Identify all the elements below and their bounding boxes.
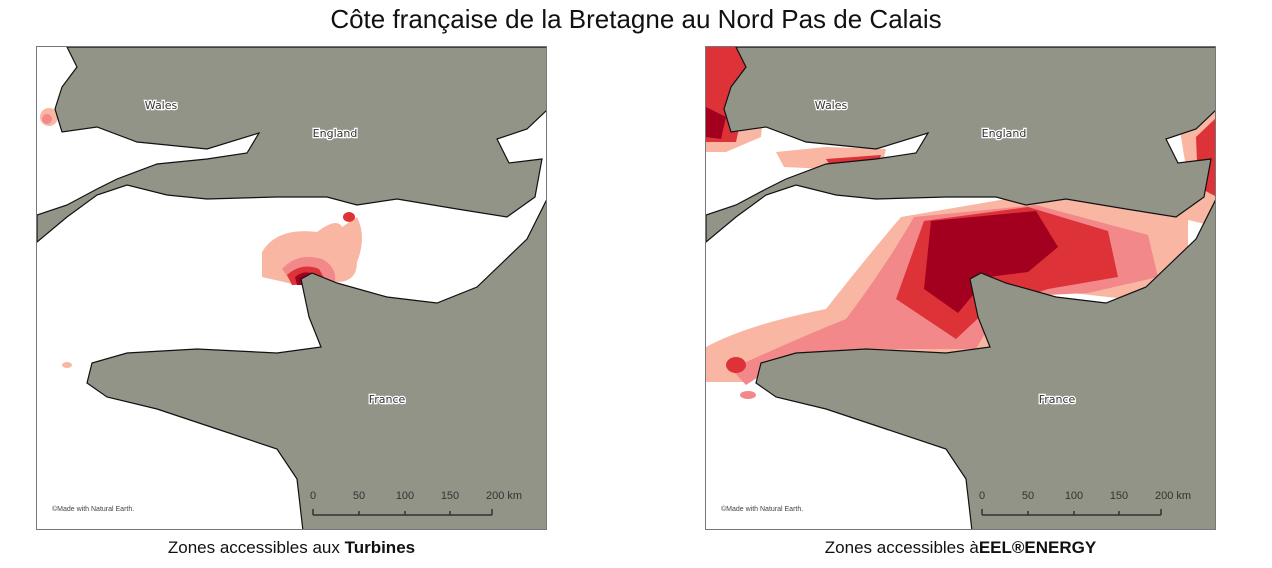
scale-tick-label: 0: [310, 490, 316, 502]
attribution: ©Made with Natural Earth.: [721, 505, 803, 513]
caption-text: Zones accessibles à: [824, 538, 979, 557]
heat-zone-dark: [924, 211, 1058, 313]
scale-bar: 0 50 100 150 200 km: [979, 490, 1191, 516]
attribution: ©Made with Natural Earth.: [52, 505, 134, 513]
caption-bold: EEL®ENERGY: [978, 538, 1097, 557]
label-england: England: [313, 127, 358, 140]
heat-zone-red: [343, 212, 355, 222]
scale-bar: 0 50 100 150 200 km: [310, 490, 522, 516]
label-france: France: [1039, 393, 1076, 406]
scale-tick-label: 150: [441, 490, 459, 502]
scale-tick-label: 0: [979, 490, 985, 502]
scale-tick-label: 50: [353, 490, 365, 502]
heat-zone-mid: [740, 391, 756, 399]
caption-bold: Turbines: [344, 538, 416, 557]
heat-zone-dark: [706, 107, 726, 139]
france-landmass: [755, 199, 1215, 529]
heat-zone-light: [62, 362, 72, 368]
caption-turbines: Zones accessibles aux Turbines: [36, 538, 547, 558]
scale-tick-label: 200 km: [486, 490, 522, 502]
label-wales: Wales: [145, 99, 178, 112]
england-wales-landmass: [37, 47, 546, 243]
france-landmass: [86, 199, 546, 529]
heat-zone-red: [726, 357, 746, 373]
scale-tick-label: 100: [1065, 490, 1083, 502]
caption-eel-energy: Zones accessibles àEEL®ENERGY: [705, 538, 1216, 558]
scale-tick-label: 50: [1022, 490, 1034, 502]
scale-tick-label: 150: [1110, 490, 1128, 502]
page-title: Côte française de la Bretagne au Nord Pa…: [330, 4, 942, 34]
scale-tick-label: 200 km: [1155, 490, 1191, 502]
scale-tick-label: 100: [396, 490, 414, 502]
label-wales: Wales: [815, 99, 848, 112]
map-eel-energy: Wales England France 0 50 100 150 200 km…: [705, 46, 1216, 530]
label-england: England: [982, 127, 1027, 140]
label-france: France: [369, 393, 406, 406]
map-turbines: Wales England France 0 50 100 150 200 km…: [36, 46, 547, 530]
heat-zone-mid: [42, 114, 52, 124]
england-wales-landmass: [706, 47, 1215, 243]
caption-text: Zones accessibles aux: [167, 538, 345, 557]
